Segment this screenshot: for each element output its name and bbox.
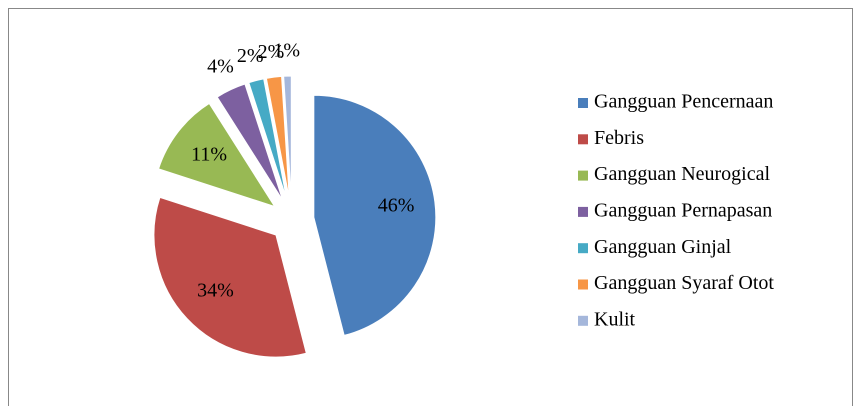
legend-swatch	[578, 279, 588, 290]
pie-slice	[157, 102, 276, 208]
legend-label: Gangguan Pernapasan	[594, 199, 772, 221]
data-label: 2%	[237, 45, 264, 67]
legend-swatch	[578, 315, 588, 326]
data-label: 11%	[191, 143, 227, 165]
legend-label: Gangguan Pencernaan	[594, 91, 773, 113]
pie-slice	[313, 94, 437, 337]
pie-slice	[248, 78, 288, 199]
data-label: 46%	[378, 194, 415, 216]
legend-swatch	[578, 134, 588, 145]
pie-slice	[283, 75, 292, 199]
legend-swatch	[578, 243, 588, 254]
legend-swatch	[578, 98, 588, 108]
legend-label: Gangguan Ginjal	[594, 236, 732, 258]
data-label: 34%	[197, 279, 234, 301]
data-label: 4%	[207, 56, 234, 78]
pie-slice	[216, 83, 284, 201]
legend-swatch	[578, 206, 588, 217]
legend-label: Gangguan Syaraf Otot	[594, 272, 774, 294]
legend-label: Gangguan Neurogical	[594, 163, 770, 185]
legend-label: Febris	[594, 127, 644, 149]
pie-slice	[265, 75, 290, 199]
data-label: 2%	[258, 41, 285, 63]
data-label: 1%	[273, 40, 300, 62]
legend-swatch	[578, 170, 588, 181]
legend-label: Kulit	[594, 308, 636, 330]
pie-slice	[153, 196, 307, 358]
